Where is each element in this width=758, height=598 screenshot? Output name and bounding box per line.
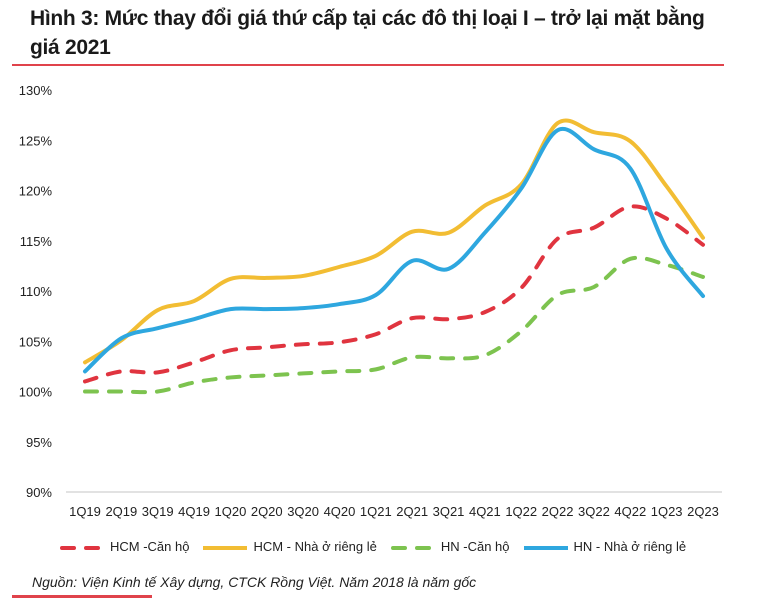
legend-label: HCM - Nhà ở riêng lẻ — [253, 538, 377, 554]
x-tick-label: 3Q20 — [287, 504, 319, 519]
x-tick-label: 2Q22 — [542, 504, 574, 519]
legend-swatch — [390, 541, 435, 551]
x-tick-label: 3Q22 — [578, 504, 610, 519]
series-line-hn-nh-ri-ng-l- — [83, 126, 705, 374]
legend-swatch — [523, 541, 568, 551]
legend-label: HN -Căn hộ — [440, 538, 510, 554]
legend-swatch — [203, 541, 248, 551]
x-tick-label: 2Q19 — [105, 504, 137, 519]
x-tick-label: 1Q23 — [651, 504, 683, 519]
legend-item: HCM -Căn hộ — [60, 539, 189, 554]
x-tick-label: 1Q21 — [360, 504, 392, 519]
legend-item: HCM - Nhà ở riêng lẻ — [203, 538, 377, 554]
legend: HCM -Căn hộ HCM - Nhà ở riêng lẻ HN -Căn h… — [60, 533, 694, 559]
y-tick-label: 90% — [26, 485, 52, 500]
y-axis: 90% 95% 100% 105% 110% 115% 120% 125% 130% — [19, 83, 53, 500]
y-tick-label: 115% — [20, 234, 53, 249]
x-axis: 1Q19 2Q19 3Q19 4Q19 1Q20 2Q20 3Q20 4Q20 1Q21 2Q21… — [69, 504, 719, 519]
y-tick-label: 130% — [19, 83, 53, 98]
y-tick-label: 100% — [19, 385, 53, 400]
x-tick-label: 1Q22 — [505, 504, 537, 519]
series-lines — [83, 118, 705, 395]
x-tick-label: 2Q21 — [396, 504, 428, 519]
y-tick-label: 120% — [19, 184, 53, 199]
x-tick-label: 4Q19 — [178, 504, 210, 519]
legend-item: HN -Căn hộ — [390, 538, 510, 554]
title-divider — [12, 64, 724, 66]
line-chart: 90% 95% 100% 105% 110% 115% 120% 125% 130% 1Q19 2… — [19, 83, 722, 519]
x-tick-label: 4Q21 — [469, 504, 501, 519]
x-tick-label: 1Q19 — [69, 504, 101, 519]
x-tick-label: 1Q20 — [215, 504, 247, 519]
x-tick-label: 4Q22 — [614, 504, 646, 519]
chart-title: Hình 3: Mức thay đổi giá thứ cấp tại các… — [30, 7, 705, 59]
series-line-hcm-nh-ri-ng-l- — [83, 118, 705, 365]
legend-label: HCM -Căn hộ — [110, 538, 190, 554]
legend-label: HN - Nhà ở riêng lẻ — [573, 538, 687, 554]
series-line-hcm-c-n-h- — [83, 204, 705, 384]
x-tick-label: 2Q20 — [251, 504, 283, 519]
x-tick-label: 4Q20 — [324, 504, 356, 519]
legend-item: HN - Nhà ở riêng lẻ — [523, 538, 687, 554]
y-tick-label: 125% — [19, 133, 53, 148]
x-tick-label: 2Q23 — [687, 504, 719, 519]
x-tick-label: 3Q21 — [433, 504, 465, 519]
source-divider — [12, 595, 152, 598]
legend-swatch — [60, 541, 104, 551]
source-note: Nguồn: Viện Kinh tế Xây dựng, CTCK Rồng … — [32, 574, 477, 590]
x-tick-label: 3Q19 — [142, 504, 174, 519]
y-tick-label: 110% — [20, 284, 53, 299]
y-tick-label: 105% — [19, 334, 53, 349]
y-tick-label: 95% — [26, 435, 52, 450]
series-line-hn-c-n-h- — [83, 255, 705, 395]
